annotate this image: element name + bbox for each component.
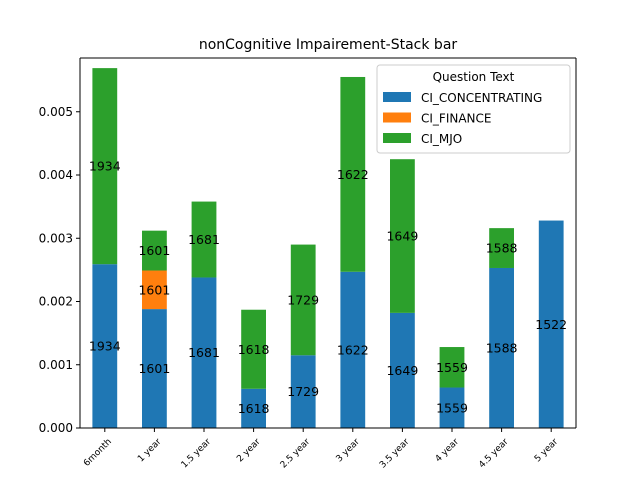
- legend-swatch-CI_CONCENTRATING: [383, 92, 411, 102]
- x-tick-label-1.5 year: 1.5 year: [180, 437, 214, 471]
- data-label-CI_MJO-2 year: 1618: [238, 342, 270, 357]
- legend-box: [376, 64, 571, 154]
- y-tick-label: 0.001: [39, 358, 73, 372]
- x-tick-label-4 year: 4 year: [434, 437, 462, 465]
- data-label-CI_CONCENTRATING-2 year: 1618: [238, 401, 270, 416]
- y-tick-label: 0.005: [39, 105, 73, 119]
- x-tick-label-2 year: 2 year: [235, 437, 263, 465]
- bar-CI_CONCENTRATING-3.5 year: [390, 312, 415, 428]
- data-label-CI_MJO-4.5 year: 1588: [486, 241, 518, 256]
- data-label-CI_CONCENTRATING-1.5 year: 1681: [188, 345, 220, 360]
- data-label-CI_MJO-2.5 year: 1729: [287, 292, 319, 307]
- data-label-CI_CONCENTRATING-3 year: 1622: [337, 342, 369, 357]
- legend-swatch-CI_MJO: [383, 133, 411, 143]
- legend-title: Question Text: [433, 70, 515, 84]
- x-tick-label-5 year: 5 year: [533, 437, 561, 465]
- legend-label-CI_MJO: CI_MJO: [421, 132, 462, 146]
- data-label-CI_MJO-3.5 year: 1649: [386, 229, 418, 244]
- bar-CI_MJO-3 year: [340, 76, 366, 272]
- legend-swatch-CI_FINANCE: [383, 112, 411, 123]
- bar-CI_CONCENTRATING-2 year: [241, 388, 266, 428]
- plot-area: 1934 1934 1601 1601 1601 1681 1681 1618 1618 1729…: [39, 57, 577, 471]
- data-label-CI_MJO-3 year: 1622: [337, 167, 369, 182]
- y-tick-label: 0.004: [39, 168, 73, 182]
- x-tick-label-3.5 year: 3.5 year: [378, 437, 412, 471]
- legend-label-CI_FINANCE: CI_FINANCE: [421, 112, 491, 126]
- chart-title: nonCognitive Impairement-Stack bar: [199, 37, 458, 53]
- bar-CI_CONCENTRATING-4.5 year: [489, 267, 514, 428]
- bar-CI_CONCENTRATING-5 year: [538, 220, 564, 428]
- data-label-CI_CONCENTRATING-3.5 year: 1649: [386, 363, 418, 378]
- data-label-CI_FINANCE-1 year: 1601: [138, 282, 170, 297]
- legend-label-CI_CONCENTRATING: CI_CONCENTRATING: [421, 91, 542, 105]
- data-label-CI_CONCENTRATING-6month: 1934: [89, 339, 121, 354]
- data-label-CI_MJO-1.5 year: 1681: [188, 232, 220, 247]
- data-label-CI_MJO-4 year: 1559: [436, 360, 468, 375]
- data-label-CI_MJO-6month: 1934: [89, 159, 121, 174]
- bar-CI_CONCENTRATING-2.5 year: [290, 355, 316, 428]
- x-tick-label-6month: 6month: [82, 437, 114, 469]
- data-label-CI_CONCENTRATING-1 year: 1601: [138, 361, 170, 376]
- data-label-CI_CONCENTRATING-2.5 year: 1729: [287, 384, 319, 399]
- y-tick-label: 0.000: [39, 421, 73, 435]
- bar-CI_MJO-4.5 year: [489, 228, 514, 268]
- bar-CI_MJO-4 year: [439, 347, 465, 388]
- bar-CI_MJO-1.5 year: [191, 201, 217, 278]
- bar-CI_MJO-3.5 year: [390, 159, 415, 313]
- bar-CI_MJO-2.5 year: [290, 244, 316, 356]
- bar-CI_MJO-1 year: [142, 230, 167, 271]
- bar-CI_CONCENTRATING-1 year: [142, 309, 167, 428]
- x-tick-label-4.5 year: 4.5 year: [477, 437, 511, 471]
- data-label-CI_CONCENTRATING-4.5 year: 1588: [486, 340, 518, 355]
- x-tick-label-2.5 year: 2.5 year: [279, 437, 313, 471]
- legend: Question Text CI_CONCENTRATING CI_FINANCE C…: [376, 64, 571, 154]
- x-tick-label-1 year: 1 year: [136, 437, 164, 465]
- bar-CI_CONCENTRATING-4 year: [439, 387, 465, 428]
- bar-CI_FINANCE-1 year: [142, 270, 167, 310]
- x-tick-label-3 year: 3 year: [335, 437, 363, 465]
- bar-CI_MJO-6month: [92, 68, 118, 265]
- y-tick-label: 0.002: [39, 295, 73, 309]
- y-tick-label: 0.003: [39, 231, 73, 245]
- bar-CI_MJO-2 year: [241, 309, 266, 389]
- bar-CI_CONCENTRATING-6month: [92, 264, 118, 428]
- bar-CI_CONCENTRATING-1.5 year: [191, 277, 217, 428]
- bar-CI_CONCENTRATING-3 year: [340, 271, 366, 428]
- data-label-CI_CONCENTRATING-4 year: 1559: [436, 400, 468, 415]
- data-label-CI_CONCENTRATING-5 year: 1522: [535, 317, 567, 332]
- data-label-CI_MJO-1 year: 1601: [138, 243, 170, 258]
